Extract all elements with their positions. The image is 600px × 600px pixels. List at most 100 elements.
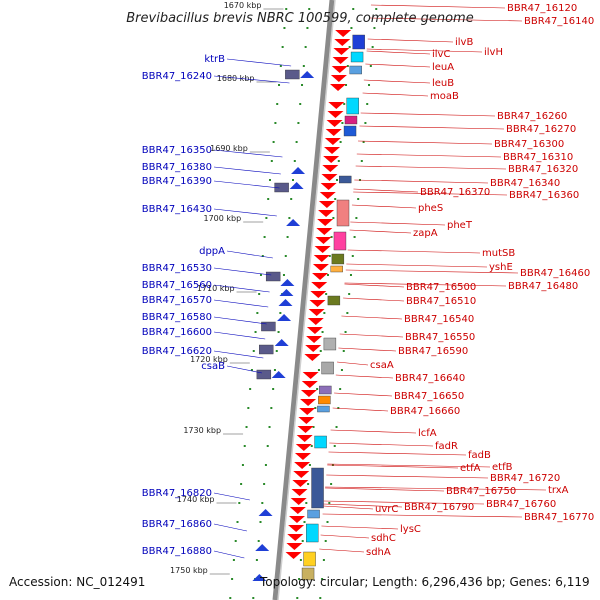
track-dot [229,597,232,599]
gene-arrow [271,371,286,378]
track-dot [232,559,235,561]
track-dot [343,103,346,105]
track-dot [364,122,367,124]
right-label-leader [327,463,491,468]
left-gene-labels: ktrB BBR47_16240 BBR47_16350 BBR47_16380 BBR… [142,54,292,559]
gene-box [301,567,315,581]
right-gene-label: pheT [447,220,473,231]
track-dot [348,293,351,295]
gene-arrow [300,71,315,78]
left-gene-label: BBR47_16600 [142,327,212,338]
right-gene-label: etfB [492,462,513,473]
right-gene-label: yshE [489,262,513,273]
gene-arrow [307,318,324,325]
track-dot [275,350,278,352]
left-label-leader [226,58,292,67]
gene-box [307,509,320,519]
left-gene-label: csaB [201,361,225,372]
track-dot [330,483,333,485]
left-label-leader [213,149,283,158]
track-dot [278,84,281,86]
right-label-leader [363,79,431,84]
gene-arrow [255,544,270,551]
right-label-leader [353,188,419,193]
right-label-leader [322,513,523,518]
track-dot [369,65,372,67]
right-gene-label: leuA [432,62,454,73]
right-label-leader [341,315,403,320]
right-gene-label: uvrC [375,504,398,515]
right-label-leader [323,505,374,510]
genome-backbone [272,0,336,600]
right-gene-label: BBR47_16310 [503,152,573,163]
right-gene-label: BBR47_16760 [486,499,556,510]
right-gene-label: BBR47_16590 [398,346,468,357]
track-dot [258,293,261,295]
left-gene-label: BBR47_16620 [142,346,212,357]
gene-arrow [292,480,309,487]
track-dot [298,578,301,580]
gene-arrow [311,282,328,289]
gene-arrow [279,289,294,296]
gene-box [330,265,343,273]
gene-arrow [324,147,341,154]
right-gene-label: sdhA [366,547,391,558]
track-dot [362,141,365,143]
track-dot [263,236,266,238]
track-dot [282,274,285,276]
gene-arrow [319,192,336,199]
left-label-leader [213,492,250,501]
right-label-leader [360,112,496,117]
right-gene-label: BBR47_16300 [494,139,564,150]
right-label-leader [358,140,493,145]
right-label-leader [325,487,445,492]
gene-arrow [304,354,321,361]
gene-box [350,51,364,63]
track-dot [270,160,273,162]
track-dot [335,426,338,428]
track-dot [305,502,308,504]
track-dot [319,597,322,599]
right-gene-label: BBR47_16120 [507,3,577,14]
right-gene-label: BBR47_16460 [520,268,590,279]
track-dot [314,407,317,409]
track-dot [234,540,237,542]
track-dot [351,255,354,257]
right-label-leader [359,125,505,130]
track-dot [321,331,324,333]
track-dot [340,369,343,371]
right-label-leader [347,249,481,254]
left-gene-label: BBR47_16350 [142,145,212,156]
gene-arrow [308,309,325,316]
left-gene-label: BBR47_16530 [142,263,212,274]
track-dot [245,426,248,428]
track-dot [252,350,255,352]
gene-arrow [277,314,292,321]
kbp-label: 1740 kbp [177,495,215,504]
right-gene-label: pheS [418,203,443,214]
gene-arrow [309,300,326,307]
right-gene-label: zapA [413,228,438,239]
track-dot [316,388,319,390]
track-dot [326,274,329,276]
right-label-leader [353,191,508,196]
right-gene-label: ilvC [432,49,450,60]
track-dot [299,103,302,105]
track-dot [353,236,356,238]
track-dot [268,426,271,428]
track-dot [306,27,309,29]
gene-box [333,231,347,251]
right-gene-label: BBR47_16270 [506,124,576,135]
right-label-leader [351,204,417,209]
track-dot [323,312,326,314]
gene-arrow [278,299,293,306]
gene-arrow [294,462,311,469]
track-dot [272,388,275,390]
track-dot [348,46,351,48]
track-dot [250,369,253,371]
right-gene-label: etfA [460,463,481,474]
kbp-scale: 1670 kbp 1680 kbp 1690 kbp 1700 kbp 1710 kbp… [170,1,284,575]
left-gene-label: BBR47_16580 [142,312,212,323]
gene-box [303,551,316,567]
gene-arrow [301,381,318,388]
